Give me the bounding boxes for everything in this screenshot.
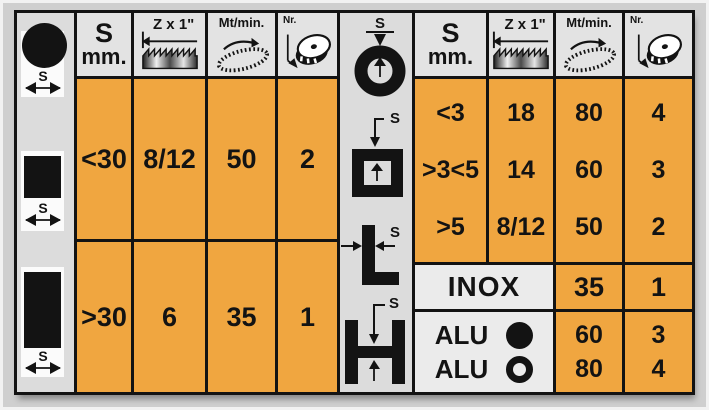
column-setting: 4 3 2 [625, 79, 692, 262]
angle-profile-icon: S [341, 224, 400, 285]
svg-text:S: S [389, 296, 399, 312]
header-s-label: S [94, 18, 113, 49]
cell-setting: 2 [651, 213, 666, 241]
header-blade-speed: Mt/min. [208, 13, 275, 76]
cell-setting: 4 [651, 354, 666, 383]
alu-hollow-circle-icon [506, 355, 534, 383]
cell-s-range: <3 [436, 99, 465, 127]
alu-setting-column: 3 4 [625, 312, 692, 392]
cell-setting: 3 [651, 320, 666, 349]
alu-solid-circle-icon [506, 321, 534, 349]
alu-speed-column: 60 80 [556, 312, 622, 392]
s-dimension-arrow: S [25, 70, 61, 94]
solid-material-table: S mm. Z x 1" Mt/min. [74, 10, 340, 395]
blade-speed-label: Mt/min. [566, 15, 612, 30]
header-s-mm: S mm. [415, 13, 486, 76]
round-bar-symbol-box [21, 23, 67, 97]
s-dimension-arrow: S [25, 202, 61, 226]
cell-setting: 1 [278, 242, 337, 392]
svg-text:S: S [38, 70, 47, 84]
cell-teeth: 8/12 [496, 213, 546, 241]
header-speed-setting: Nr. [625, 13, 692, 76]
cell-s-range: >5 [436, 213, 465, 241]
cell-s-range: >30 [77, 242, 131, 392]
svg-text:S: S [390, 224, 400, 241]
saw-teeth-icon [141, 31, 198, 70]
saw-teeth-icon [492, 31, 549, 70]
teeth-per-inch-label: Z x 1" [504, 16, 546, 33]
cell-teeth: 18 [507, 99, 535, 127]
header-s-mm: S mm. [77, 13, 131, 76]
blade-band-icon [563, 37, 616, 73]
cell-speed: 80 [575, 354, 603, 383]
header-blade-speed: Mt/min. [556, 13, 622, 76]
cell-speed: 60 [575, 320, 603, 349]
solid-square-bar-icon [24, 156, 61, 198]
profile-material-table: S mm. Z x 1" Mt/min. [412, 10, 695, 395]
speed-setting-label: Nr. [283, 15, 297, 26]
speed-setting-label: Nr. [630, 15, 644, 26]
cell-speed: 50 [208, 79, 275, 239]
column-teeth: 18 14 8/12 [489, 79, 553, 262]
square-bar-symbol-box [21, 151, 64, 231]
cell-speed: 35 [208, 242, 275, 392]
speed-dial-icon [286, 34, 331, 69]
alu-label: ALU [434, 353, 489, 384]
svg-text:S: S [390, 111, 400, 127]
header-speed-setting: Nr. [278, 13, 337, 76]
cell-teeth: 6 [134, 242, 205, 392]
column-speed: 80 60 50 [556, 79, 622, 262]
cell-teeth: 8/12 [134, 79, 205, 239]
alu-rows-label: ALU ALU [415, 312, 553, 392]
header-teeth-per-inch: Z x 1" [134, 13, 205, 76]
cell-speed: 50 [575, 213, 603, 241]
teeth-per-inch-label: Z x 1" [152, 16, 195, 33]
svg-text:S: S [38, 202, 47, 216]
svg-text:S: S [38, 350, 47, 364]
column-s-ranges: <3 >3<5 >5 [415, 79, 486, 262]
cell-setting: 4 [651, 99, 666, 127]
svg-text:S: S [375, 15, 385, 32]
alu-label: ALU [434, 319, 489, 350]
inox-row-label: INOX [415, 265, 553, 309]
h-beam-icon: S [345, 296, 405, 384]
blade-band-icon [216, 37, 269, 73]
cell-teeth: 14 [507, 156, 535, 184]
header-teeth-per-inch: Z x 1" [489, 13, 553, 76]
solid-round-bar-icon [22, 23, 67, 68]
inox-setting: 1 [625, 265, 692, 309]
header-mm-label: mm. [427, 43, 474, 69]
solid-large-square-bar-icon [24, 272, 61, 348]
s-dimension-arrow: S [25, 350, 61, 374]
square-tube-icon: S [352, 111, 403, 197]
header-mm-label: mm. [81, 43, 127, 69]
cell-setting: 3 [651, 156, 666, 184]
parameters-panel: S S S S mm. Z x 1" [14, 10, 695, 395]
round-tube-icon: S [354, 15, 406, 97]
cell-s-range: <30 [77, 79, 131, 239]
speed-dial-icon [637, 34, 682, 69]
cell-speed: 80 [575, 99, 603, 127]
cell-s-range: >3<5 [421, 156, 479, 184]
header-s-label: S [441, 18, 460, 49]
large-square-bar-symbol-box [21, 267, 64, 377]
blade-speed-label: Mt/min. [218, 15, 265, 30]
inox-speed: 35 [556, 265, 622, 309]
cell-speed: 60 [575, 156, 603, 184]
cell-setting: 2 [278, 79, 337, 239]
